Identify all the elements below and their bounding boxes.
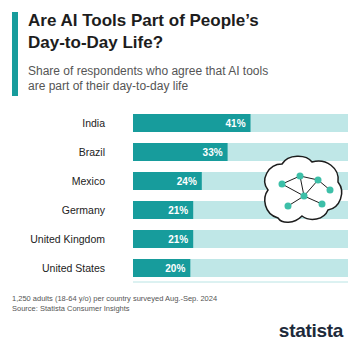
svg-text:21%: 21%: [168, 205, 188, 216]
svg-text:Brazil: Brazil: [79, 146, 105, 158]
svg-text:33%: 33%: [203, 147, 223, 158]
svg-text:20%: 20%: [165, 263, 185, 274]
svg-text:Mexico: Mexico: [72, 175, 105, 187]
svg-text:41%: 41%: [226, 118, 246, 129]
svg-text:India: India: [82, 117, 105, 129]
svg-text:21%: 21%: [168, 234, 188, 245]
svg-text:Germany: Germany: [62, 204, 106, 216]
html-text:1,250 adults (18-64 y/o) per c: 1,250 adults (18-64 y/o) per country sur…: [12, 294, 218, 303]
html-text:Are AI Tools Part of People’s: Are AI Tools Part of People’s Day-to-Day…: [28, 11, 259, 52]
html-text:Share of respondents who agree: Share of respondents who agree that AI t…: [28, 64, 269, 93]
html-text:Source: Statista Consumer Insi: Source: Statista Consumer Insights: [12, 304, 130, 313]
svg-text:United Kingdom: United Kingdom: [30, 233, 105, 245]
svg-text:United States: United States: [42, 262, 105, 274]
svg-text:24%: 24%: [177, 176, 197, 187]
html-text:statista: statista: [278, 320, 343, 341]
